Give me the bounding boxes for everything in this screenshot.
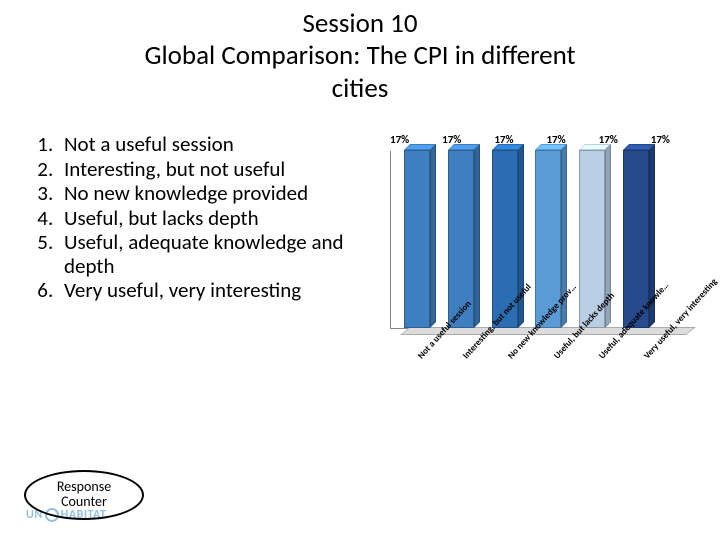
option-item: Useful, but lacks depth (58, 207, 350, 231)
title-line2: Global Comparison: The CPI in different (0, 40, 720, 72)
option-item: Not a useful session (58, 133, 350, 157)
x-axis-label: Useful, but lacks depth (551, 339, 573, 361)
response-counter-line2: Counter (61, 495, 107, 510)
response-counter-oval: Response Counter (24, 470, 144, 520)
title-line3: cities (0, 73, 720, 105)
percent-label: 17% (390, 133, 409, 146)
option-item: No new knowledge provided (58, 182, 350, 206)
bar-front (404, 150, 430, 328)
bar (404, 150, 430, 328)
option-item: Useful, adequate knowledge and depth (58, 231, 350, 278)
x-axis-label: Not a useful session (415, 339, 437, 361)
chart-panel: 17%17%17%17%17%17% Not a useful sessionI… (360, 133, 720, 433)
chart-bars (391, 151, 662, 328)
option-item: Very useful, very interesting (58, 279, 350, 303)
bar-front (448, 150, 474, 328)
title-line1: Session 10 (0, 8, 720, 40)
options-list: Not a useful sessionInteresting, but not… (28, 133, 350, 303)
chart-xlabels: Not a useful sessionInteresting, but not… (390, 335, 662, 346)
option-item: Interesting, but not useful (58, 158, 350, 182)
x-axis-label: Useful, adequate knowle… (597, 339, 619, 361)
chart-plot-area (390, 151, 662, 329)
bar-chart: 17%17%17%17%17%17% Not a useful sessionI… (370, 133, 680, 433)
bar (448, 150, 474, 328)
x-axis-label: Very useful, very interesting (642, 339, 664, 361)
x-axis-label: No new knowledge prov… (506, 339, 528, 361)
content-row: Not a useful sessionInteresting, but not… (0, 133, 720, 433)
slide-title: Session 10 Global Comparison: The CPI in… (0, 0, 720, 105)
bar-side (430, 144, 436, 328)
bar-side (474, 144, 480, 328)
x-axis-label: Interesting, but not useful (461, 339, 483, 361)
options-panel: Not a useful sessionInteresting, but not… (0, 133, 360, 433)
